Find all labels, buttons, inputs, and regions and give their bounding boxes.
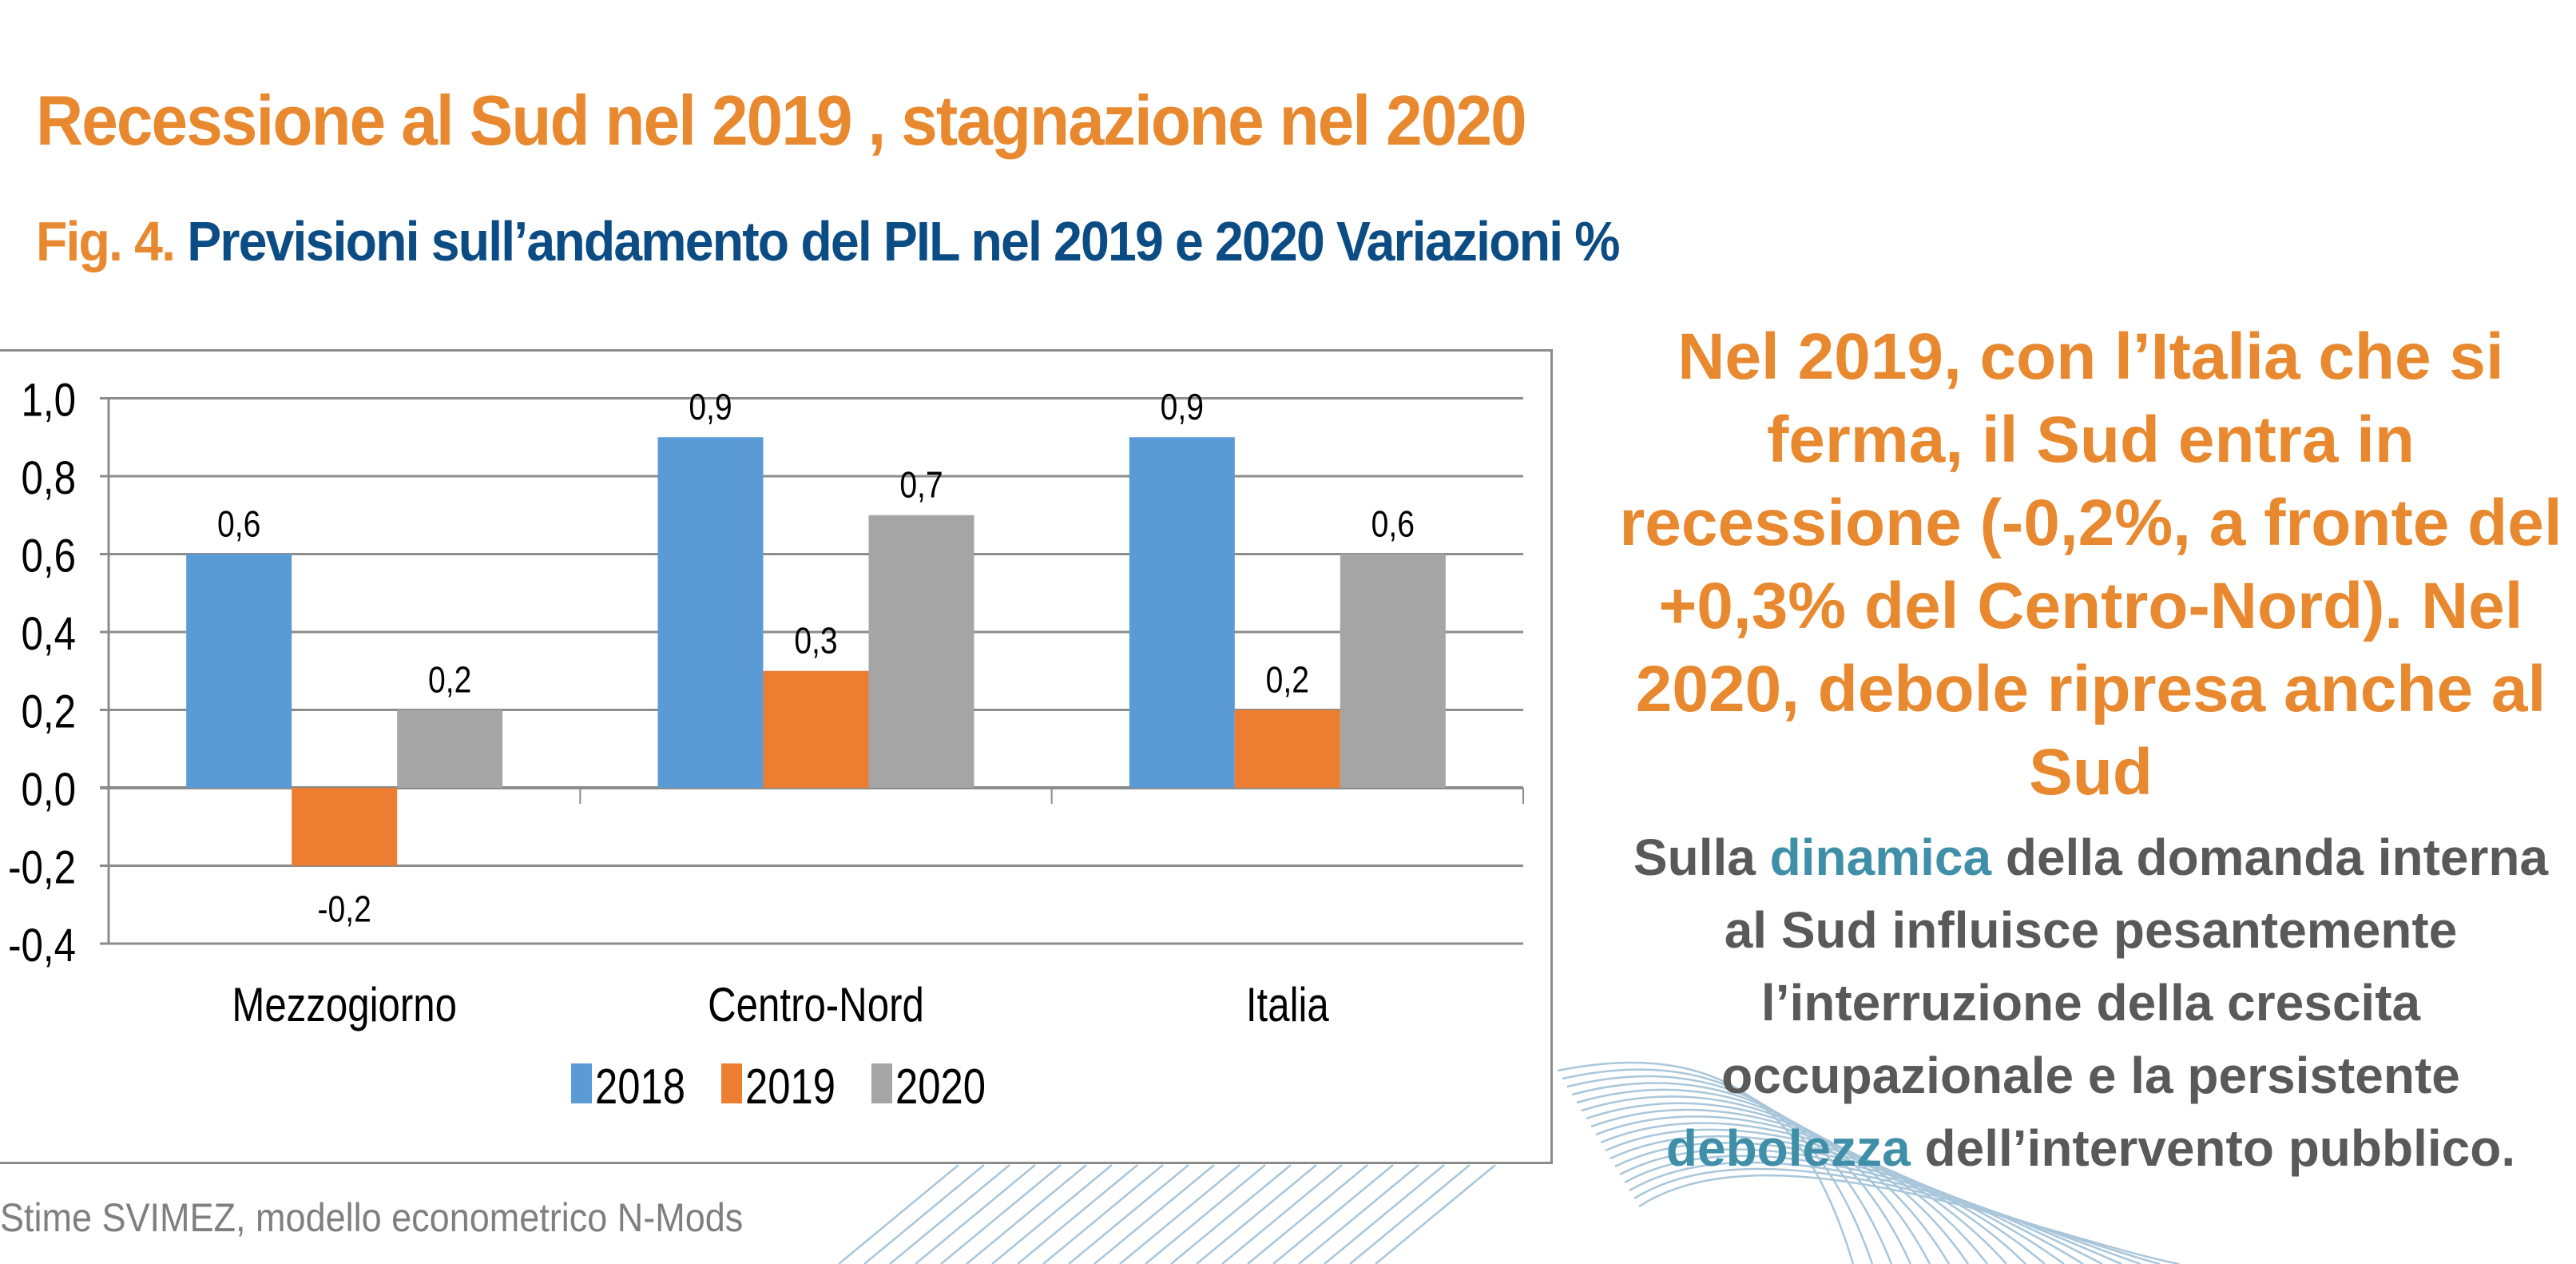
decorative-curve — [1624, 1155, 2122, 1264]
bar-2018-italia — [1129, 437, 1235, 788]
side-headline: Nel 2019, con l’Italia che si ferma, il … — [1619, 320, 2562, 809]
chart-container: 1,0 0,8 0,6 0,4 0,2 0,0 -0,2 -0,4 0,6 -0,2 0,2 Mezz… — [0, 349, 1553, 1164]
figure-number: Fig. 4. — [36, 210, 176, 272]
y-tick-label: 0,8 — [21, 452, 76, 504]
decorative-curve — [1619, 1148, 2103, 1264]
decorative-diagonal — [1221, 1164, 1343, 1264]
legend-swatch-2020 — [871, 1063, 892, 1103]
decorative-curve — [1600, 1122, 2026, 1264]
decorative-diagonal — [1119, 1164, 1240, 1264]
decorative-diagonal — [889, 1164, 1010, 1264]
legend-label-2018: 2018 — [595, 1059, 685, 1115]
bar-chart: 1,0 0,8 0,6 0,4 0,2 0,0 -0,2 -0,4 0,6 -0,2 0,2 Mezz… — [8, 375, 1524, 1115]
data-label: 0,3 — [794, 621, 837, 662]
decorative-curve — [1633, 1167, 2161, 1264]
decorative-diagonal — [1145, 1164, 1266, 1264]
category-label: Mezzogiorno — [232, 977, 457, 1031]
data-label: 0,2 — [428, 660, 471, 702]
y-tick-label: -0,2 — [8, 842, 76, 894]
figure-caption: Fig. 4. Previsioni sull’andamento del PI… — [36, 209, 1621, 273]
decorative-curve — [1614, 1142, 2084, 1264]
page-title: Recessione al Sud nel 2019 , stagnazione… — [36, 81, 1527, 160]
decorative-curve — [1586, 1102, 1970, 1264]
decorative-diagonal — [1298, 1164, 1419, 1264]
bar-2019-centro-nord — [763, 670, 869, 788]
body-text: dell’intervento pubblico. — [1910, 1119, 2516, 1177]
y-tick-label: 0,0 — [21, 764, 76, 816]
decorative-curve — [1629, 1161, 2141, 1264]
bar-2018-mezzogiorno — [186, 554, 292, 788]
source-note: Stime SVIMEZ, modello econometrico N-Mod… — [0, 1195, 744, 1240]
decorative-diagonal — [863, 1164, 985, 1264]
decorative-diagonal — [1247, 1164, 1368, 1264]
decorative-diagonal — [1324, 1164, 1445, 1264]
decorative-curve — [1605, 1128, 2046, 1264]
bar-2020-centro-nord — [868, 515, 974, 788]
data-label: 0,6 — [217, 504, 260, 546]
y-tick-label: 0,2 — [21, 686, 76, 738]
legend-label-2020: 2020 — [895, 1059, 986, 1115]
decorative-diagonal — [838, 1164, 959, 1264]
data-label: 0,7 — [899, 465, 943, 507]
decorative-curve — [1581, 1095, 1951, 1264]
bar-2020-mezzogiorno — [397, 710, 503, 788]
decorative-diagonal — [1094, 1164, 1215, 1264]
bar-2020-italia — [1340, 554, 1446, 788]
y-tick-label: 0,6 — [21, 531, 76, 582]
data-label: 0,9 — [689, 387, 732, 428]
decorative-diagonal — [1349, 1164, 1471, 1264]
bar-2018-centro-nord — [657, 437, 764, 788]
decorative-diagonal — [1068, 1164, 1189, 1264]
decorative-diagonal — [915, 1164, 1036, 1264]
legend-label-2019: 2019 — [745, 1059, 836, 1115]
decorative-diagonal — [1375, 1164, 1496, 1264]
decorative-diagonal — [966, 1164, 1087, 1264]
decorative-diagonal — [1042, 1164, 1164, 1264]
data-label: -0,2 — [317, 889, 371, 931]
highlight-dinamica: dinamica — [1769, 829, 1992, 886]
decorative-diagonal — [940, 1164, 1062, 1264]
decorative-curve — [1576, 1088, 1931, 1264]
bar-2019-italia — [1234, 710, 1340, 788]
decorative-diagonal — [991, 1164, 1113, 1264]
decorative-curve — [1571, 1082, 1912, 1264]
data-label: 0,2 — [1266, 660, 1309, 702]
body-text: della domanda interna al Sud influisce p… — [1721, 829, 2549, 1104]
category-label: Italia — [1246, 977, 1329, 1031]
decorative-curve — [1595, 1115, 2007, 1264]
data-label: 0,9 — [1161, 387, 1204, 428]
decorative-diagonal — [1272, 1164, 1394, 1264]
legend-swatch-2019 — [721, 1063, 742, 1103]
figure-description: Previsioni sull’andamento del PIL nel 20… — [187, 210, 1620, 272]
y-tick-label: 1,0 — [21, 375, 76, 427]
decorative-diagonal — [1170, 1164, 1292, 1264]
y-tick-label: 0,4 — [21, 608, 76, 660]
data-label: 0,6 — [1371, 504, 1415, 546]
highlight-debolezza: debolezza — [1665, 1119, 1911, 1177]
legend-swatch-2018 — [571, 1063, 592, 1103]
decorative-curve — [1590, 1108, 1988, 1264]
decorative-curve — [1610, 1135, 2065, 1264]
decorative-curve — [1638, 1174, 2180, 1264]
body-text: Sulla — [1633, 829, 1770, 886]
side-body-text: Sulla dinamica della domanda interna al … — [1606, 821, 2576, 1185]
category-label: Centro-Nord — [708, 977, 924, 1031]
y-tick-label: -0,4 — [8, 920, 76, 972]
decorative-diagonal — [1196, 1164, 1317, 1264]
bar-2019-mezzogiorno — [292, 788, 398, 866]
decorative-diagonal — [1017, 1164, 1138, 1264]
